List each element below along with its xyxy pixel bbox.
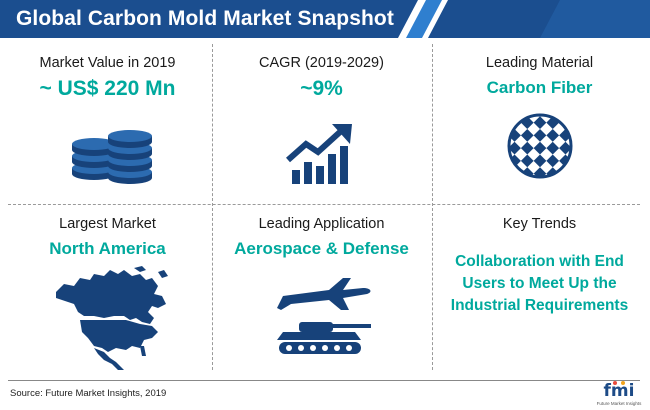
grid-divider-horizontal <box>8 204 640 205</box>
leading-application-label: Leading Application <box>258 216 385 232</box>
market-value-figure: ~ US$ 220 Mn <box>39 77 176 100</box>
key-trends-text: Collaboration with End Users to Meet Up … <box>437 251 642 317</box>
largest-market-label: Largest Market <box>59 216 156 232</box>
banner-background <box>0 0 650 38</box>
logo-dots <box>613 381 625 385</box>
cagr-figure: ~9% <box>300 77 343 100</box>
market-value-label: Market Value in 2019 <box>39 55 176 71</box>
logo-subtitle: Future Market Insights <box>596 401 642 406</box>
leading-application-card: Leading Application Aerospace & Defense <box>219 216 424 259</box>
growth-chart-icon <box>286 124 352 184</box>
carbon-fiber-weave-icon <box>506 112 574 180</box>
leading-material-value: Carbon Fiber <box>486 78 593 97</box>
leading-application-value: Aerospace & Defense <box>234 239 409 258</box>
leading-material-label: Leading Material <box>485 55 594 71</box>
grid-divider-vertical-2 <box>432 44 433 370</box>
grid-divider-vertical-1 <box>212 44 213 370</box>
market-value-card: Market Value in 2019 ~ US$ 220 Mn <box>5 55 210 101</box>
page-title: Global Carbon Mold Market Snapshot <box>16 7 394 30</box>
key-trends-value: Collaboration with End Users to Meet Up … <box>450 253 629 314</box>
north-america-map-icon <box>56 266 168 370</box>
coin-stack-icon <box>72 130 152 184</box>
key-trends-label: Key Trends <box>502 216 577 232</box>
key-trends-card: Key Trends Collaboration with End Users … <box>437 216 642 317</box>
largest-market-value: North America <box>49 239 166 258</box>
airplane-tank-icon <box>277 278 371 354</box>
source-note: Source: Future Market Insights, 2019 <box>10 388 167 399</box>
title-banner: Global Carbon Mold Market Snapshot <box>0 0 650 38</box>
cagr-card: CAGR (2019-2029) ~9% <box>219 55 424 101</box>
cagr-label: CAGR (2019-2029) <box>259 55 384 71</box>
logo-text: fmi <box>603 381 635 401</box>
leading-material-card: Leading Material Carbon Fiber <box>437 55 642 98</box>
largest-market-card: Largest Market North America <box>5 216 210 259</box>
footer-rule <box>8 380 640 381</box>
fmi-logo: fmi Future Market Insights <box>593 381 645 408</box>
